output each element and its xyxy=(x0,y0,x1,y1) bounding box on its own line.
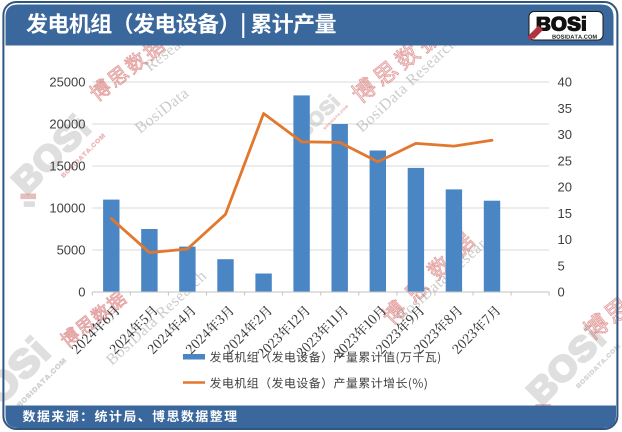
svg-text:5000: 5000 xyxy=(57,243,86,258)
svg-text:0: 0 xyxy=(78,285,85,300)
svg-text:20000: 20000 xyxy=(49,117,85,132)
svg-text:30: 30 xyxy=(558,127,572,142)
svg-text:10: 10 xyxy=(558,232,572,247)
svg-text:25000: 25000 xyxy=(49,75,85,90)
svg-text:35: 35 xyxy=(558,101,572,116)
svg-text:40: 40 xyxy=(558,75,572,90)
svg-text:0: 0 xyxy=(558,285,565,300)
svg-text:5: 5 xyxy=(558,258,565,273)
svg-text:10000: 10000 xyxy=(49,201,85,216)
svg-text:25: 25 xyxy=(558,153,572,168)
svg-text:15000: 15000 xyxy=(49,159,85,174)
svg-text:20: 20 xyxy=(558,180,572,195)
svg-text:15: 15 xyxy=(558,206,572,221)
